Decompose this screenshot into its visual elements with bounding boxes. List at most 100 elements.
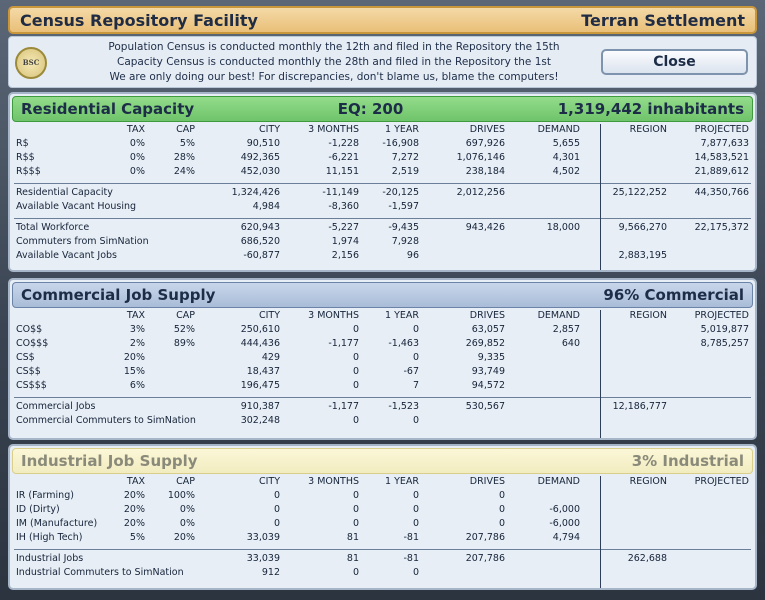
table-cell: 18,437 (246, 366, 280, 377)
column-header: DEMAND (537, 310, 580, 321)
residential-rows: R$ 0% 5% 90,510 -1,228 -16,908 697,926 5,655 7,8… (10, 138, 755, 180)
table-row: CS$$$ 6% 196,475 0 7 94,572 (10, 380, 755, 394)
table-cell: 0% (129, 138, 145, 149)
table-cell: 33,039 (246, 553, 280, 564)
column-header: CAP (176, 310, 195, 321)
table-cell: -81 (403, 532, 419, 543)
table-cell: 2,012,256 (456, 187, 505, 198)
table-cell: 94,572 (471, 380, 505, 391)
column-header: REGION (629, 124, 667, 135)
table-cell: -1,177 (328, 401, 359, 412)
divider (14, 397, 751, 398)
table-cell: 15% (123, 366, 145, 377)
table-cell: 4,301 (552, 152, 580, 163)
commercial-title: Commercial Job Supply (21, 286, 216, 304)
column-headers: TAX CAP CITY 3 MONTHS 1 YEAR DRIVES DEMAND REGI… (10, 476, 755, 490)
info-panel: BSC Population Census is conducted month… (8, 36, 757, 88)
row-label: R$ (16, 138, 29, 149)
table-cell: 9,566,270 (618, 222, 667, 233)
table-cell: -5,227 (328, 222, 359, 233)
table-cell: 0 (352, 324, 359, 335)
table-cell: 0 (412, 567, 419, 578)
table-cell: 18,000 (546, 222, 580, 233)
info-line: We are only doing our best! For discrepa… (109, 71, 559, 83)
table-cell: 0% (129, 152, 145, 163)
table-cell: 7,928 (391, 236, 419, 247)
industrial-percent: 3% Industrial (631, 452, 744, 470)
row-label: Residential Capacity (16, 187, 113, 198)
close-button[interactable]: Close (601, 49, 748, 75)
table-cell: 262,688 (627, 553, 667, 564)
table-cell: 697,926 (465, 138, 505, 149)
table-cell: 100% (167, 490, 195, 501)
column-divider (600, 310, 601, 438)
column-divider (600, 476, 601, 588)
table-cell: 24% (173, 166, 195, 177)
row-label: Available Vacant Housing (16, 201, 137, 212)
table-cell: 0 (412, 518, 419, 529)
column-header: DRIVES (469, 310, 505, 321)
table-cell: 196,475 (240, 380, 280, 391)
table-row: Commercial Commuters to SimNation 302,248… (10, 415, 755, 429)
table-cell: -67 (403, 366, 419, 377)
table-cell: 0 (273, 518, 280, 529)
row-label: Available Vacant Jobs (16, 250, 118, 261)
table-cell: 0 (352, 415, 359, 426)
table-cell: -1,177 (328, 338, 359, 349)
table-row: Commercial Jobs 910,387 -1,177 -1,523 530,56… (10, 401, 755, 415)
table-cell: 207,786 (465, 553, 505, 564)
table-row: CS$ 20% 429 0 0 9,335 (10, 352, 755, 366)
window-title: Census Repository Facility (20, 10, 258, 30)
table-cell: 910,387 (240, 401, 280, 412)
table-cell: 640 (561, 338, 580, 349)
table-cell: 33,039 (246, 532, 280, 543)
industrial-panel: Industrial Job Supply 3% Industrial TAX C… (8, 444, 757, 590)
table-cell: 20% (123, 504, 145, 515)
industrial-rows: IR (Farming) 20% 100% 0 0 0 0 ID (Dirty) 20% 0% 0 0… (10, 490, 755, 546)
table-cell: -1,523 (388, 401, 419, 412)
column-headers: TAX CAP CITY 3 MONTHS 1 YEAR DRIVES DEMAND REGI… (10, 310, 755, 324)
table-cell: 63,057 (471, 324, 505, 335)
table-cell: 0 (352, 366, 359, 377)
row-label: Industrial Commuters to SimNation (16, 567, 184, 578)
residential-table: TAX CAP CITY 3 MONTHS 1 YEAR DRIVES DEMAND REGI… (10, 124, 755, 264)
table-cell: 21,889,612 (694, 166, 749, 177)
column-header: CAP (176, 124, 195, 135)
row-label: Commuters from SimNation (16, 236, 149, 247)
column-header: DEMAND (537, 476, 580, 487)
table-cell: 20% (123, 490, 145, 501)
table-cell: -6,000 (549, 518, 580, 529)
table-cell: -60,877 (243, 250, 280, 261)
row-label: IH (High Tech) (16, 532, 83, 543)
column-header: CITY (258, 476, 280, 487)
table-cell: 0 (498, 504, 505, 515)
table-row: Available Vacant Housing 4,984 -8,360 -1,59… (10, 201, 755, 215)
table-row: IM (Manufacture) 20% 0% 0 0 0 0 -6,000 (10, 518, 755, 532)
table-cell: 12,186,777 (612, 401, 667, 412)
table-cell: 9,335 (477, 352, 505, 363)
table-cell: 492,365 (240, 152, 280, 163)
table-cell: 0 (412, 490, 419, 501)
settlement-name: Terran Settlement (581, 10, 745, 30)
table-cell: 14,583,521 (694, 152, 749, 163)
residential-title: Residential Capacity (21, 100, 195, 118)
table-cell: 1,076,146 (456, 152, 505, 163)
table-cell: 452,030 (240, 166, 280, 177)
table-cell: 8,785,257 (700, 338, 749, 349)
table-row: R$$$ 0% 24% 452,030 11,151 2,519 238,184 4,502 2… (10, 166, 755, 180)
table-cell: 5% (129, 532, 145, 543)
table-cell: 0 (412, 415, 419, 426)
row-label: CO$$ (16, 324, 43, 335)
table-cell: 2,156 (331, 250, 359, 261)
table-cell: 0 (352, 490, 359, 501)
commercial-percent: 96% Commercial (603, 286, 744, 304)
row-label: CS$$ (16, 366, 41, 377)
table-cell: 96 (406, 250, 419, 261)
industrial-table: TAX CAP CITY 3 MONTHS 1 YEAR DRIVES DEMAND REGI… (10, 476, 755, 581)
table-cell: 7,272 (391, 152, 419, 163)
divider (14, 183, 751, 184)
divider (14, 218, 751, 219)
table-row: IH (High Tech) 5% 20% 33,039 81 -81 207,786 4,7… (10, 532, 755, 546)
table-row: Industrial Jobs 33,039 81 -81 207,786 262,688 (10, 553, 755, 567)
column-header: 1 YEAR (385, 124, 419, 135)
